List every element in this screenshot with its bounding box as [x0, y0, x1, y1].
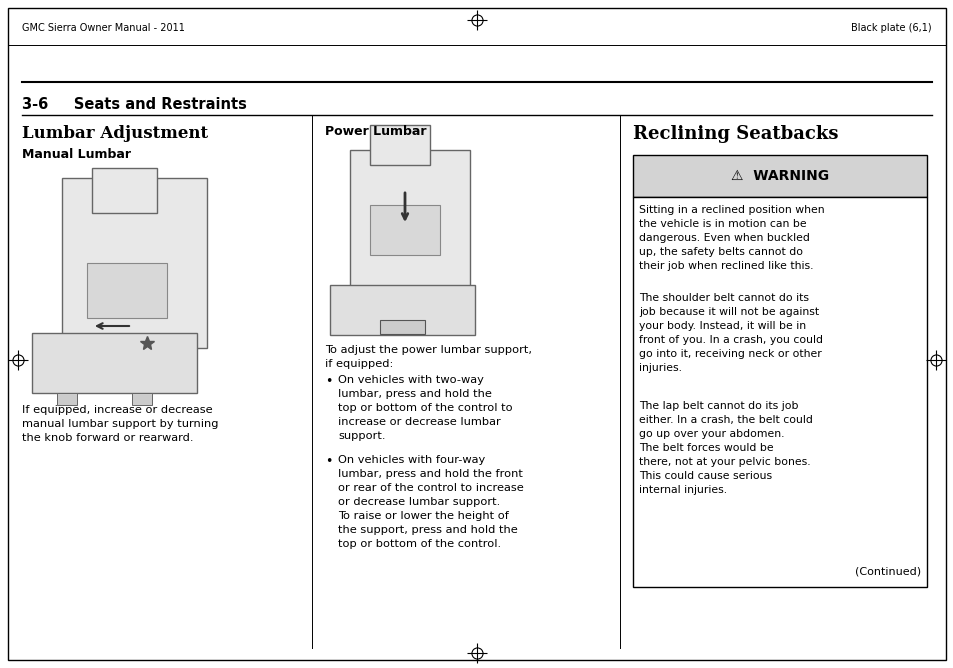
Bar — [370, 205, 439, 255]
Bar — [91, 168, 157, 213]
Bar — [370, 125, 430, 165]
Text: Manual Lumbar: Manual Lumbar — [22, 148, 131, 161]
Text: On vehicles with two-way
lumbar, press and hold the
top or bottom of the control: On vehicles with two-way lumbar, press a… — [337, 375, 512, 441]
Bar — [132, 393, 152, 405]
Text: ⚠  WARNING: ⚠ WARNING — [730, 169, 828, 183]
Text: To adjust the power lumbar support,
if equipped:: To adjust the power lumbar support, if e… — [325, 345, 532, 369]
Bar — [87, 263, 167, 318]
Text: GMC Sierra Owner Manual - 2011: GMC Sierra Owner Manual - 2011 — [22, 23, 185, 33]
Text: On vehicles with four-way
lumbar, press and hold the front
or rear of the contro: On vehicles with four-way lumbar, press … — [337, 455, 523, 549]
Bar — [32, 333, 196, 393]
Text: If equipped, increase or decrease
manual lumbar support by turning
the knob forw: If equipped, increase or decrease manual… — [22, 405, 218, 443]
Text: Black plate (6,1): Black plate (6,1) — [850, 23, 931, 33]
Bar — [350, 150, 470, 300]
Text: (Continued): (Continued) — [854, 567, 920, 577]
Bar — [62, 178, 207, 348]
Bar — [379, 320, 424, 334]
Text: Power Lumbar: Power Lumbar — [325, 125, 426, 138]
Bar — [633, 155, 926, 197]
Text: 3-6     Seats and Restraints: 3-6 Seats and Restraints — [22, 97, 247, 112]
Text: Lumbar Adjustment: Lumbar Adjustment — [22, 125, 208, 142]
Text: Reclining Seatbacks: Reclining Seatbacks — [633, 125, 838, 143]
Bar — [57, 393, 77, 405]
Bar — [633, 197, 926, 587]
Text: The lap belt cannot do its job
either. In a crash, the belt could
go up over you: The lap belt cannot do its job either. I… — [639, 401, 812, 495]
Text: Sitting in a reclined position when
the vehicle is in motion can be
dangerous. E: Sitting in a reclined position when the … — [639, 205, 823, 271]
Text: •: • — [325, 455, 332, 468]
Bar — [330, 285, 475, 335]
Text: •: • — [325, 375, 332, 388]
Text: The shoulder belt cannot do its
job because it will not be against
your body. In: The shoulder belt cannot do its job beca… — [639, 293, 822, 373]
